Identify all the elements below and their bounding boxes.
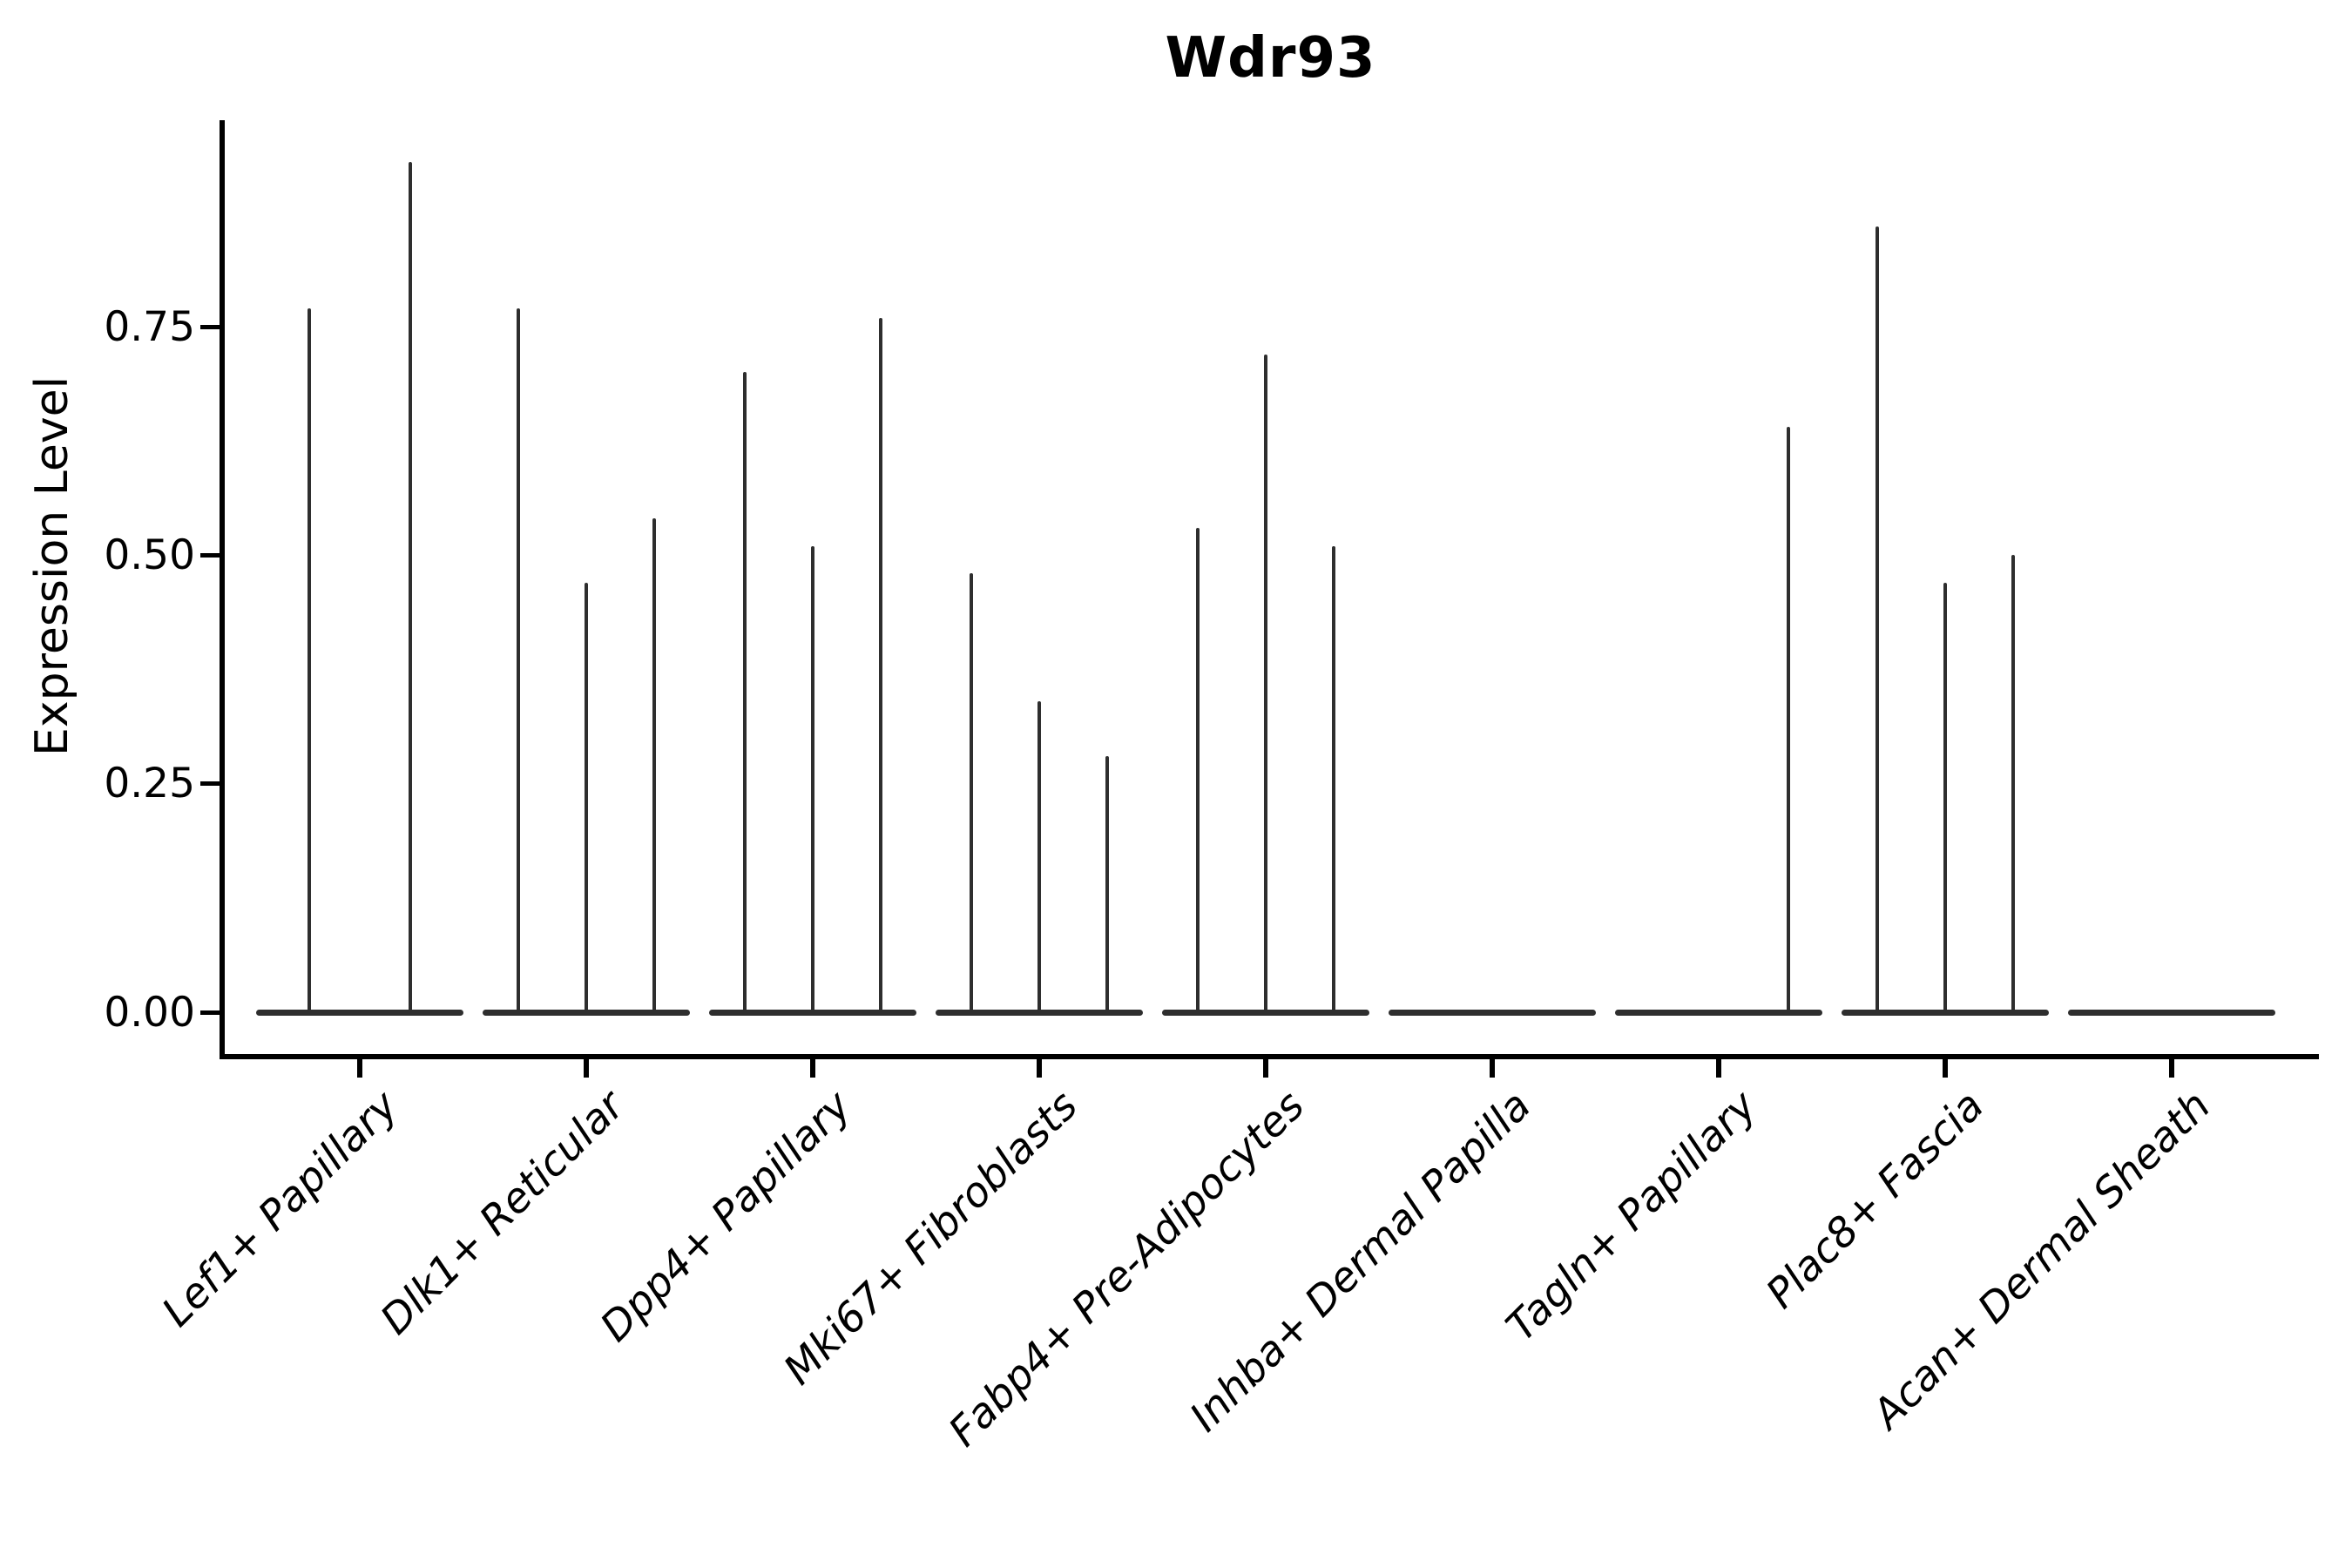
x-tick [1716,1057,1721,1078]
violin-spike [308,308,311,1012]
x-tick [584,1057,589,1078]
y-tick-label: 0.25 [104,760,195,808]
x-axis-spine [220,1054,2319,1059]
y-axis-spine [220,120,225,1059]
y-tick-label: 0.50 [104,531,195,579]
x-tick [1263,1057,1268,1078]
x-tick-label: Tagln+ Papillary [1497,1081,1767,1351]
violin-baseline [2068,1009,2275,1016]
violin-spike [743,372,747,1012]
x-tick-label: Plac8+ Fascia [1756,1081,1993,1318]
y-tick-label: 0.75 [104,302,195,351]
violin-baseline [1842,1009,2049,1016]
violin-spike [879,317,882,1012]
x-tick [810,1057,815,1078]
violin-spike [585,582,588,1012]
violin-spike [517,308,520,1012]
x-tick [2169,1057,2174,1078]
x-tick-label: Lef1+ Papillary [152,1081,408,1336]
violin-baseline [1162,1009,1369,1016]
violin-spike [1196,527,1200,1012]
x-tick-label: Dpp4+ Papillary [591,1081,861,1352]
violin-spike [1037,701,1041,1012]
violin-baseline [256,1009,463,1016]
y-tick [200,781,220,787]
violin-spike [1105,756,1109,1012]
x-tick [1037,1057,1042,1078]
x-tick-label: Dlk1+ Reticular [371,1081,634,1344]
y-tick [200,552,220,558]
violin-spike [1943,582,1947,1012]
violin-baseline [483,1009,690,1016]
violin-baseline [709,1009,916,1016]
x-tick [357,1057,362,1078]
violin-spike [409,162,412,1012]
chart-title: Wdr93 [1165,26,1376,91]
violin-spike [2011,555,2015,1012]
violin-spike [1264,354,1267,1012]
violin-spike [970,573,973,1012]
x-tick [1943,1057,1948,1078]
violin-spike [1876,226,1879,1012]
violin-baseline [936,1009,1143,1016]
violin-spike [1787,427,1790,1012]
x-tick [1490,1057,1495,1078]
violin-spike [811,545,814,1012]
y-tick-label: 0.00 [104,988,195,1037]
y-tick [200,1010,220,1015]
violin-baseline [1615,1009,1822,1016]
violin-spike [652,518,656,1012]
y-tick [200,324,220,329]
violin-baseline [1389,1009,1596,1016]
violin-spike [1332,545,1335,1012]
